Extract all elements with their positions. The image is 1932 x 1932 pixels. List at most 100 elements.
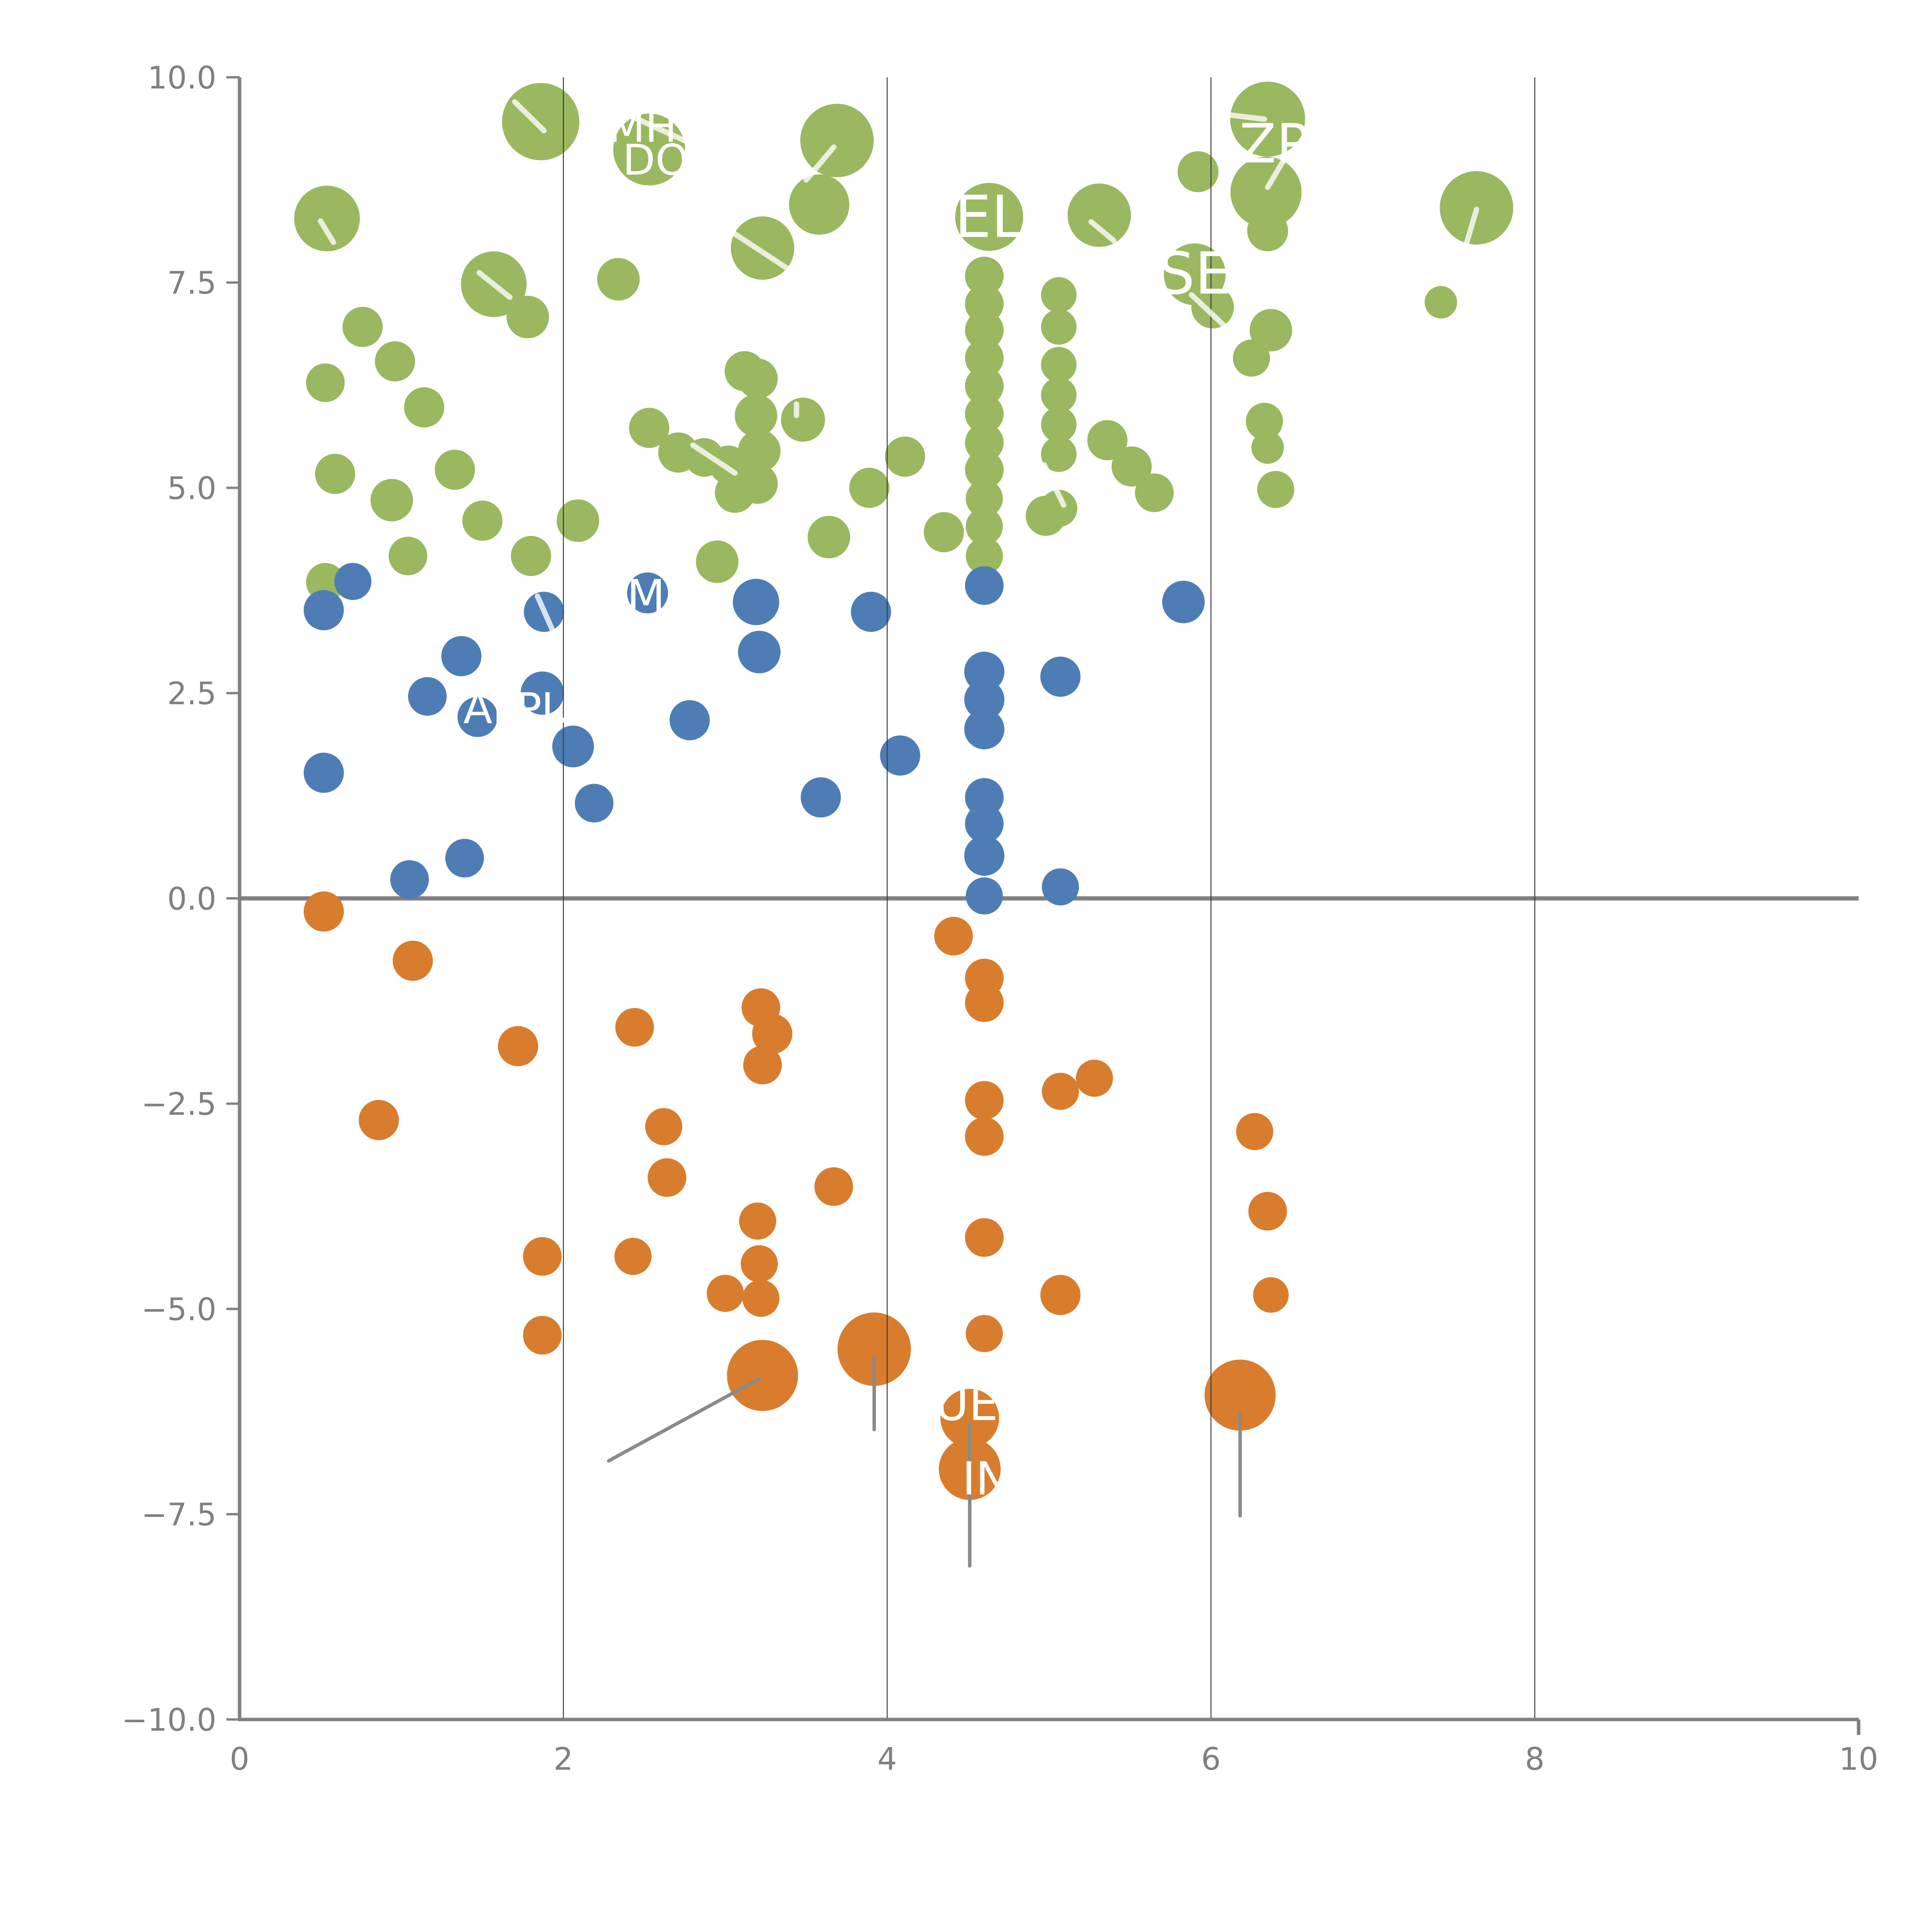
data-point <box>1041 347 1077 383</box>
data-point <box>388 536 427 575</box>
data-point <box>294 185 360 252</box>
y-tick-label: −5.0 <box>141 1291 216 1327</box>
axes-layer: 10.0 7.5 5.0 2.5 0.0 −2.5 −5.0 −7.5 −10.0 0 2 4 6 8 10 <box>122 60 1878 1777</box>
point-label-DO: DO <box>622 135 689 185</box>
x-tick-label: 6 <box>1201 1741 1221 1777</box>
data-point <box>445 838 484 878</box>
data-point <box>742 1279 780 1317</box>
data-point <box>303 891 344 932</box>
y-tick-label: 10.0 <box>148 60 216 96</box>
point-label-SE: SE <box>1158 240 1231 308</box>
data-point <box>966 877 1003 915</box>
leader-line <box>803 144 837 183</box>
data-point <box>370 479 413 522</box>
data-point <box>965 804 1004 843</box>
data-point <box>1042 868 1079 906</box>
data-point <box>808 516 850 558</box>
data-point <box>523 1237 562 1276</box>
data-point <box>789 174 850 235</box>
data-point <box>627 572 668 614</box>
data-point <box>669 700 710 740</box>
data-point <box>648 1158 687 1197</box>
x-tick-label: 8 <box>1525 1741 1545 1777</box>
data-point <box>965 367 1004 405</box>
data-point <box>719 453 757 490</box>
data-point <box>801 777 841 818</box>
data-point <box>1041 406 1077 442</box>
point-label-ALPU: ALPU <box>463 684 573 733</box>
data-point <box>1233 339 1270 377</box>
data-point <box>375 341 415 382</box>
x-tick-label: 10 <box>1839 1741 1878 1777</box>
data-point <box>1424 286 1457 319</box>
data-point <box>837 1312 911 1386</box>
data-point <box>1246 403 1283 440</box>
y-tick-label: 7.5 <box>167 265 216 301</box>
data-point <box>966 480 1003 517</box>
group-low-orange <box>303 891 1289 1500</box>
data-point <box>615 1008 654 1047</box>
leader-line <box>318 218 337 245</box>
leader-line <box>607 1377 761 1463</box>
y-tick-label: 2.5 <box>167 676 216 712</box>
leader-line <box>534 594 555 632</box>
data-point <box>752 1014 793 1054</box>
data-point <box>733 578 779 625</box>
leader-line <box>1265 151 1290 190</box>
data-point <box>520 671 564 715</box>
data-point <box>342 307 383 347</box>
data-point <box>1041 309 1077 345</box>
y-tick-label: 0.0 <box>167 881 216 917</box>
gridlines-layer <box>563 77 1536 1719</box>
data-point <box>940 1389 999 1448</box>
data-point <box>408 677 447 716</box>
data-point <box>390 860 429 899</box>
data-point <box>1236 1113 1274 1150</box>
data-point <box>1250 309 1293 352</box>
data-point <box>1135 473 1174 512</box>
data-point <box>964 709 1005 750</box>
data-point <box>923 512 964 553</box>
data-point <box>965 257 1004 296</box>
y-tick-label: −7.5 <box>141 1497 216 1533</box>
data-point <box>1087 420 1128 461</box>
data-point <box>1041 436 1077 472</box>
point-label-UE: UE <box>935 1378 998 1431</box>
data-point <box>965 311 1004 350</box>
data-point <box>523 1316 562 1355</box>
data-point <box>735 394 777 437</box>
leader-line <box>476 270 513 300</box>
data-point <box>1251 431 1284 464</box>
data-point <box>966 537 1003 575</box>
leader-line <box>1088 219 1117 243</box>
data-point <box>1042 1073 1079 1110</box>
data-point <box>966 1315 1003 1352</box>
data-point <box>800 104 874 177</box>
data-point <box>781 398 825 442</box>
data-point <box>556 499 599 542</box>
leader-line <box>622 111 691 145</box>
data-point <box>696 540 739 583</box>
data-point <box>727 1340 798 1411</box>
data-point <box>502 83 580 160</box>
leader-line <box>512 99 547 134</box>
data-point <box>814 1167 853 1206</box>
point-label-ZP: ZP <box>1239 112 1309 175</box>
leader-line <box>690 442 738 476</box>
data-point <box>1230 156 1302 228</box>
data-point <box>404 387 444 428</box>
data-point <box>965 338 1004 378</box>
y-tick-label: −10.0 <box>122 1702 216 1738</box>
leader-line <box>727 228 793 273</box>
data-point <box>964 835 1005 876</box>
leader-line <box>1228 112 1267 122</box>
data-point <box>965 1218 1004 1257</box>
data-point <box>435 449 475 490</box>
y-tick-label: 5.0 <box>167 470 216 506</box>
group-mid-blue <box>303 563 1205 915</box>
point-label-IN: IN <box>962 1452 1010 1505</box>
data-point <box>498 1026 538 1066</box>
data-point <box>1041 277 1077 313</box>
leader-line <box>1189 292 1228 330</box>
